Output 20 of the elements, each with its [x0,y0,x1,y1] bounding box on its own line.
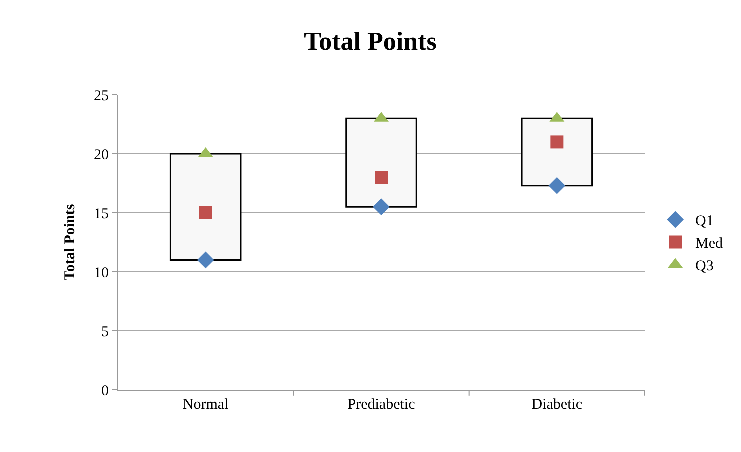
chart-title: Total Points [304,26,437,56]
x-tick-label: Diabetic [532,397,583,413]
legend-label: Med [696,236,724,252]
point [375,171,388,184]
point [373,198,390,216]
point [197,252,214,269]
y-tick-label: 0 [102,383,109,400]
legend-label: Q3 [696,258,714,275]
point [548,177,566,194]
y-tick-label: 25 [94,88,109,104]
y-tick-label: 20 [94,147,109,164]
y-axis-title: Total Points [62,204,78,281]
y-tick-label: 10 [94,265,109,282]
y-tick-label: 15 [94,206,109,222]
legend-label: Q1 [696,214,714,230]
x-tick-label: Prediabetic [348,397,416,413]
point [550,136,564,149]
x-tick-label: Normal [182,397,229,413]
y-tick-label: 5 [102,324,109,340]
point [199,206,212,220]
